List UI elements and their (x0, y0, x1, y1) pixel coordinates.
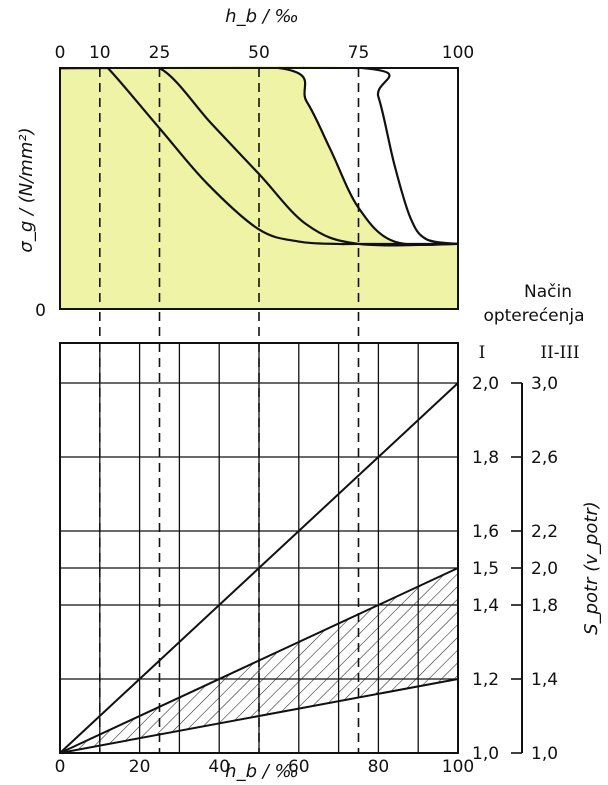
bottom-y-ticks-I: 1,0 1,2 1,4 1,5 1,6 1,8 2,0 (472, 374, 499, 764)
y-tick-I-1,0: 1,0 (472, 744, 499, 764)
bottom-x-tick-0: 0 (55, 757, 66, 777)
top-x-tick-50: 50 (248, 43, 270, 63)
bottom-x-tick-40: 40 (208, 757, 230, 777)
top-x-tick-100: 100 (442, 43, 474, 63)
bottom-line-3 (59, 678, 459, 754)
y-tick-I-1,5: 1,5 (472, 559, 499, 579)
top-x-tick-25: 25 (149, 43, 171, 63)
top-y-axis-label: σ_g / (N/mm²) (16, 127, 37, 252)
top-x-tick-75: 75 (348, 43, 370, 63)
load-case-title-line2: opterećenja (483, 306, 584, 326)
y-tick-II-III-2,2: 2,2 (531, 522, 558, 542)
bottom-x-tick-100: 100 (442, 757, 474, 777)
top-curve-3 (60, 68, 458, 246)
y-tick-II-III-1,0: 1,0 (531, 744, 558, 764)
load-case-column-I: I (479, 343, 486, 363)
bottom-x-tick-80: 80 (368, 757, 390, 777)
y-tick-I-1,8: 1,8 (472, 448, 499, 468)
bottom-x-tick-60: 60 (288, 757, 310, 777)
y-tick-II-III-2,0: 2,0 (531, 559, 558, 579)
bottom-dashed-guides (99, 312, 360, 753)
top-x-axis-label: h_b / ‰ (225, 6, 299, 27)
top-curve-4 (60, 68, 458, 246)
top-dashed-guides (99, 68, 360, 309)
bottom-panel: 0 20 40 60 80 100 1,01,21,41,51,61,82,0 1,01,… (55, 312, 602, 782)
bottom-x-tick-20: 20 (129, 757, 151, 777)
bottom-y-axis-label: S_potr (v_potr) (581, 501, 602, 635)
y-tick-I-1,6: 1,6 (472, 522, 499, 542)
y-tick-I-1,4: 1,4 (472, 596, 499, 616)
load-case-header: Način opterećenja I II-III (479, 282, 585, 363)
y-tick-I-2,0: 2,0 (472, 374, 499, 394)
top-x-ticks: 0 10 25 50 75 100 (55, 43, 475, 63)
top-x-tick-0: 0 (55, 43, 66, 63)
top-y-tick-0: 0 (35, 301, 46, 321)
bottom-x-ticks: 0 20 40 60 80 100 (55, 757, 475, 777)
bottom-lines (59, 382, 459, 754)
y-tick-II-III-1,8: 1,8 (531, 596, 558, 616)
y-tick-II-III-2,6: 2,6 (531, 448, 558, 468)
bottom-line-1 (59, 382, 459, 754)
top-panel: 0 10 25 50 75 100 h_b / ‰ σ_g / (N/mm²) 0 (16, 6, 474, 321)
bottom-x-axis-label: h_b / ‰ (225, 761, 299, 782)
top-unfilled-region (60, 68, 458, 245)
load-case-column-II-III: II-III (540, 343, 579, 363)
y-tick-I-1,2: 1,2 (472, 670, 499, 690)
bottom-line-2 (59, 567, 459, 754)
y-tick-II-III-1,4: 1,4 (531, 670, 558, 690)
bottom-frame (59, 342, 459, 754)
top-x-tick-10: 10 (89, 43, 111, 63)
top-frame (59, 67, 459, 310)
bottom-y-ticks-II-III: 1,0 1,4 1,8 2,0 2,2 2,6 3,0 (511, 374, 558, 764)
top-curve-2 (60, 68, 458, 247)
top-curve-1 (60, 68, 458, 246)
top-curves (60, 68, 458, 247)
load-case-title-line1: Način (524, 282, 572, 302)
y-tick-II-III-3,0: 3,0 (531, 374, 558, 394)
